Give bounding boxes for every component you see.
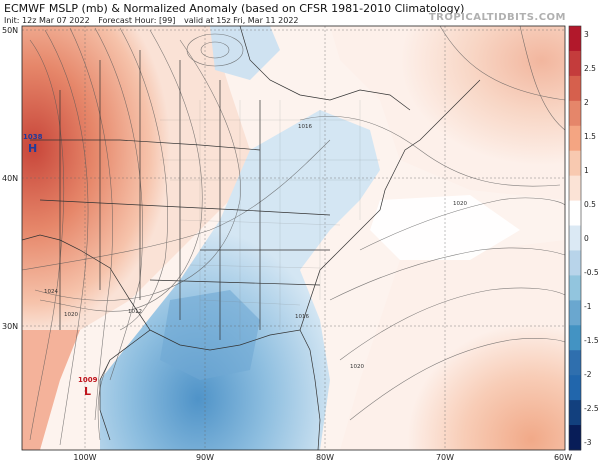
colorbar-segment <box>569 150 581 177</box>
anomaly-colorbar <box>568 25 582 451</box>
colorbar-labels: 3 2.5 2 1.5 1 0.5 0 -0.5 -1 -1.5 -2 -2.5 -3 <box>584 30 599 447</box>
colorbar-tick-label: 2.5 <box>584 64 596 73</box>
colorbar-segment <box>569 225 581 251</box>
colorbar-tick-label: -0.5 <box>584 268 599 277</box>
isobar-label: 1016 <box>298 124 312 130</box>
colorbar-segment <box>569 50 581 77</box>
site-watermark: TROPICALTIDBITS.COM <box>428 12 566 23</box>
lat-label-50n: 50N <box>2 26 18 35</box>
colorbar-segment <box>569 350 581 376</box>
colorbar-segment <box>569 275 581 301</box>
colorbar-segment <box>569 175 581 202</box>
high-pressure-value: 1038 <box>23 133 43 141</box>
lon-label-70w: 70W <box>436 453 454 461</box>
lon-label-80w: 80W <box>316 453 334 461</box>
isobar-labels: 1016 1020 1024 1020 1012 1016 1020 <box>44 124 467 370</box>
colorbar-tick-label: 1 <box>584 166 589 175</box>
colorbar-tick-label: 1.5 <box>584 132 596 141</box>
isobar-lines <box>21 25 566 446</box>
latitude-labels: 50N 40N 30N <box>2 26 18 331</box>
low-pressure-center: 1009 L <box>78 376 98 398</box>
colorbar-segment <box>569 200 581 227</box>
colorbar-segment <box>569 400 581 426</box>
colorbar-tick-label: 0 <box>584 234 589 243</box>
colorbar-tick-label: 0.5 <box>584 200 596 209</box>
isobar-label: 1024 <box>44 289 58 295</box>
isobar-label: 1016 <box>295 314 309 320</box>
county-grid <box>160 100 380 340</box>
colorbar-tick-label: -3 <box>584 438 592 447</box>
latlon-grid <box>22 26 565 450</box>
colorbar-frame <box>568 25 582 451</box>
valid-time: valid at 15z Fri, Mar 11 2022 <box>183 16 299 25</box>
lon-label-100w: 100W <box>73 453 96 461</box>
isobar-label: 1020 <box>64 312 78 318</box>
colorbar-segment <box>569 75 581 102</box>
colorbar-tick-label: 2 <box>584 98 589 107</box>
map-title: ECMWF MSLP (mb) & Normalized Anomaly (ba… <box>4 2 465 15</box>
high-pressure-letter: H <box>28 142 37 155</box>
colorbar-tick-label: -2 <box>584 370 592 379</box>
colorbar-segment <box>569 125 581 152</box>
colorbar-segment <box>569 250 581 276</box>
colorbar-segment <box>569 375 581 401</box>
longitude-labels: 100W 90W 80W 70W 60W <box>73 453 572 461</box>
colorbar-segment <box>569 425 581 451</box>
colorbar-segment <box>569 300 581 326</box>
colorbar-segment <box>569 325 581 351</box>
high-pressure-center: 1038 H <box>23 133 43 155</box>
isobar-label: 1020 <box>453 201 467 207</box>
forecast-hour: Forecast Hour: [99] <box>98 16 176 25</box>
map-subtitle: Init: 12z Mar 07 2022 Forecast Hour: [99… <box>4 16 305 25</box>
plot-frame <box>21 25 566 451</box>
colorbar-tick-label: -1 <box>584 302 592 311</box>
colorbar-tick-label: 3 <box>584 30 589 39</box>
colorbar-segment <box>569 26 581 52</box>
lon-label-90w: 90W <box>196 453 214 461</box>
lon-label-60w: 60W <box>554 453 572 461</box>
anomaly-shading <box>22 26 565 450</box>
low-pressure-value: 1009 <box>78 376 98 384</box>
isobar-label: 1020 <box>350 364 364 370</box>
colorbar-tick-label: -1.5 <box>584 336 599 345</box>
lat-label-30n: 30N <box>2 322 18 331</box>
isobar-label: 1012 <box>128 309 142 315</box>
low-pressure-letter: L <box>84 385 91 398</box>
geographic-boundaries <box>21 25 481 451</box>
colorbar-segment <box>569 100 581 127</box>
init-time: Init: 12z Mar 07 2022 <box>4 16 90 25</box>
colorbar-tick-label: -2.5 <box>584 404 599 413</box>
lat-label-40n: 40N <box>2 174 18 183</box>
